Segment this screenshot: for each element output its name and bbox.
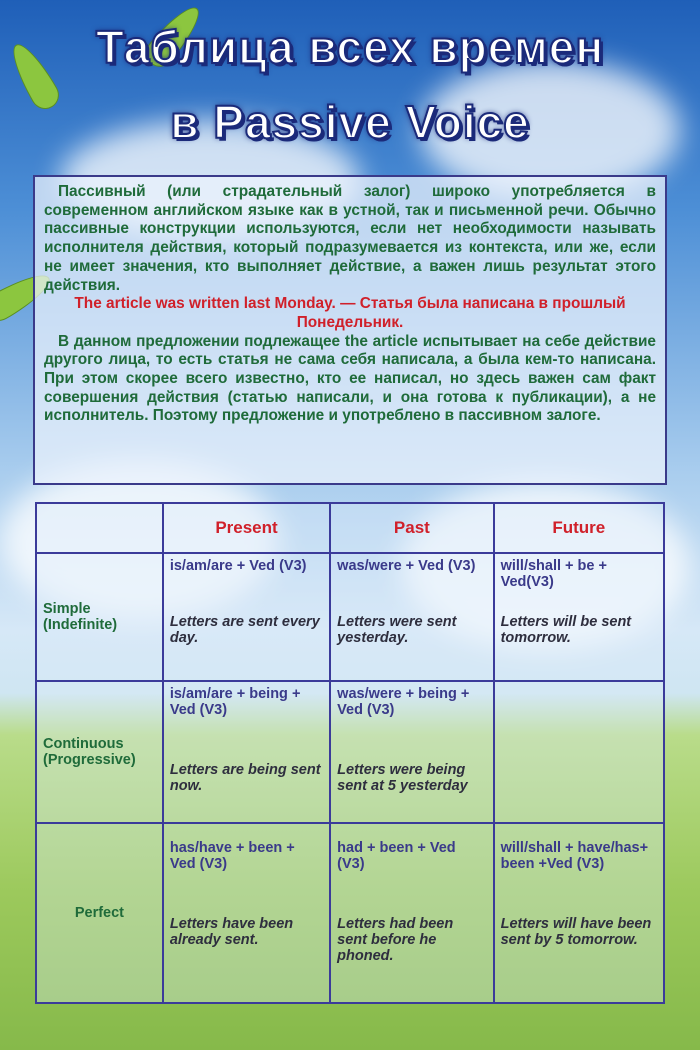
title-line-1: Таблица всех времен <box>95 20 605 74</box>
formula: has/have + been + Ved (V3) <box>169 840 295 872</box>
intro-box: Пассивный (или страдательный залог) широ… <box>33 175 667 485</box>
formula <box>501 686 657 742</box>
row-label: Continuous (Progressive) <box>35 680 164 824</box>
corner-cell <box>35 502 164 554</box>
table-cell: is/am/are + being + Ved (V3) Letters are … <box>161 680 332 824</box>
example: Letters are sent every day. <box>169 614 320 646</box>
example: Letters will have been sent by 5 tomorro… <box>500 916 652 948</box>
formula: was/were + Ved (V3) <box>337 558 476 574</box>
table-cell: will/shall + be + Ved(V3) Letters will be… <box>492 552 666 682</box>
intro-paragraph-2: В данном предложении подлежащее the arti… <box>44 332 656 425</box>
row-label: Simple (Indefinite) <box>35 552 164 682</box>
example: Letters have been already sent. <box>169 916 294 948</box>
row-label: Perfect <box>35 822 164 1004</box>
table-row: Continuous (Progressive) is/am/are + bei… <box>35 680 666 824</box>
formula: is/am/are + Ved (V3) <box>169 558 307 574</box>
table-cell: was/were + Ved (V3) Letters were sent yes… <box>329 552 495 682</box>
formula: was/were + being + Ved (V3) <box>337 686 470 718</box>
table-row: Simple (Indefinite) is/am/are + Ved (V3)… <box>35 552 666 682</box>
table-cell: was/were + being + Ved (V3) Letters were … <box>329 680 495 824</box>
header-future: Future <box>492 502 666 554</box>
formula: had + been + Ved (V3) <box>337 840 456 872</box>
example: Letters were being sent at 5 yesterday <box>337 762 468 794</box>
tenses-table: Present Past Future Simple (Indefinite) … <box>35 502 666 1004</box>
example: Letters had been sent before he phoned. <box>337 916 454 964</box>
table-cell: will/shall + have/has+ been +Ved (V3) Let… <box>492 822 666 1004</box>
header-past: Past <box>329 502 495 554</box>
formula: is/am/are + being + Ved (V3) <box>169 686 301 718</box>
table-cell: is/am/are + Ved (V3) Letters are sent eve… <box>161 552 332 682</box>
formula: will/shall + be + Ved(V3) <box>500 558 607 590</box>
table-row: Perfect has/have + been + Ved (V3) Letter… <box>35 822 666 1004</box>
example: Letters were sent yesterday. <box>337 614 457 646</box>
table-cell: has/have + been + Ved (V3) Letters have b… <box>161 822 332 1004</box>
example: Letters will be sent tomorrow. <box>500 614 632 646</box>
header-present: Present <box>161 502 332 554</box>
intro-paragraph-1: Пассивный (или страдательный залог) широ… <box>44 183 656 294</box>
table-cell-empty <box>492 680 666 824</box>
table-cell: had + been + Ved (V3) Letters had been se… <box>329 822 495 1004</box>
formula: will/shall + have/has+ been +Ved (V3) <box>500 840 649 872</box>
example: Letters are being sent now. <box>169 762 321 794</box>
intro-example: The article was written last Monday. — С… <box>74 295 626 331</box>
title-line-2: в Passive Voice <box>169 95 530 149</box>
